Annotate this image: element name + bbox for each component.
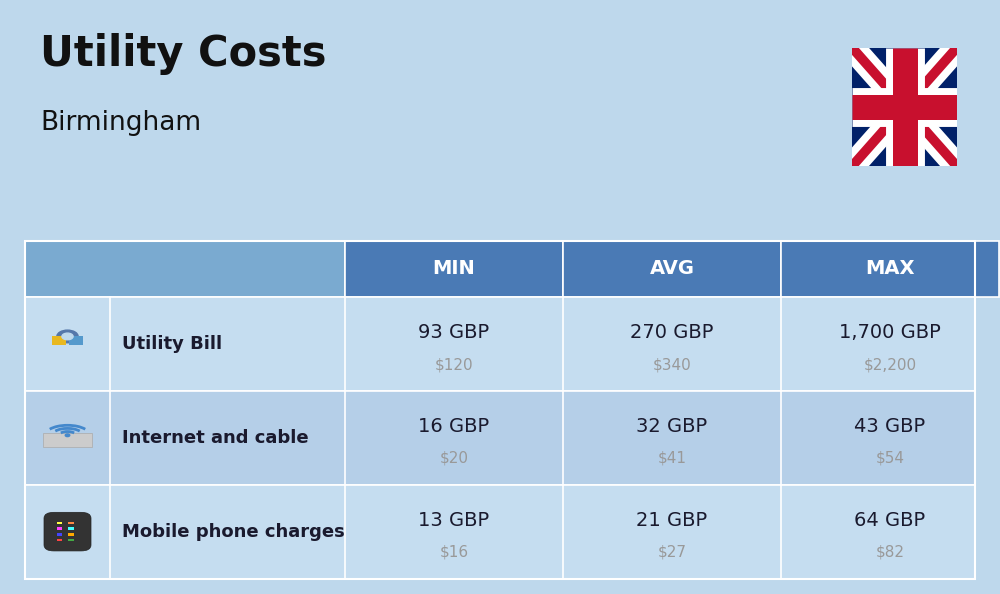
Text: $54: $54 [876, 451, 904, 466]
FancyBboxPatch shape [781, 241, 999, 297]
Text: Utility Bill: Utility Bill [122, 335, 222, 353]
Text: $41: $41 [657, 451, 686, 466]
FancyBboxPatch shape [25, 241, 345, 297]
Text: 93 GBP: 93 GBP [418, 323, 490, 342]
Text: 13 GBP: 13 GBP [418, 511, 490, 530]
Text: $2,200: $2,200 [863, 357, 917, 372]
FancyBboxPatch shape [25, 391, 975, 485]
Text: $82: $82 [876, 545, 904, 560]
FancyBboxPatch shape [43, 433, 92, 447]
Text: $120: $120 [435, 357, 473, 372]
Text: $340: $340 [653, 357, 691, 372]
Text: 16 GBP: 16 GBP [418, 417, 490, 436]
Text: 64 GBP: 64 GBP [854, 511, 926, 530]
Text: AVG: AVG [649, 260, 694, 278]
FancyBboxPatch shape [25, 297, 975, 391]
Bar [57, 522, 62, 525]
FancyBboxPatch shape [44, 512, 91, 551]
Bar [68, 527, 74, 530]
Circle shape [62, 333, 73, 340]
Text: $20: $20 [439, 451, 468, 466]
FancyBboxPatch shape [345, 241, 563, 297]
FancyBboxPatch shape [52, 336, 66, 345]
Bar [68, 533, 74, 536]
Bar [68, 539, 74, 542]
Text: $27: $27 [657, 545, 686, 560]
Bar [57, 539, 62, 542]
Text: MIN: MIN [433, 260, 475, 278]
Bar [57, 527, 62, 530]
Text: MAX: MAX [865, 260, 915, 278]
FancyBboxPatch shape [563, 241, 781, 297]
Text: 270 GBP: 270 GBP [630, 323, 714, 342]
Circle shape [57, 330, 78, 343]
Text: Mobile phone charges: Mobile phone charges [122, 523, 345, 541]
Text: Internet and cable: Internet and cable [122, 429, 309, 447]
Bar [57, 533, 62, 536]
FancyBboxPatch shape [25, 485, 975, 579]
Text: 32 GBP: 32 GBP [636, 417, 708, 436]
Text: $16: $16 [439, 545, 469, 560]
Bar [68, 522, 74, 525]
Text: 1,700 GBP: 1,700 GBP [839, 323, 941, 342]
Text: Birmingham: Birmingham [40, 110, 201, 136]
Text: Utility Costs: Utility Costs [40, 33, 326, 75]
Text: 43 GBP: 43 GBP [854, 417, 926, 436]
Circle shape [65, 434, 70, 437]
Text: 21 GBP: 21 GBP [636, 511, 708, 530]
FancyBboxPatch shape [69, 336, 83, 345]
